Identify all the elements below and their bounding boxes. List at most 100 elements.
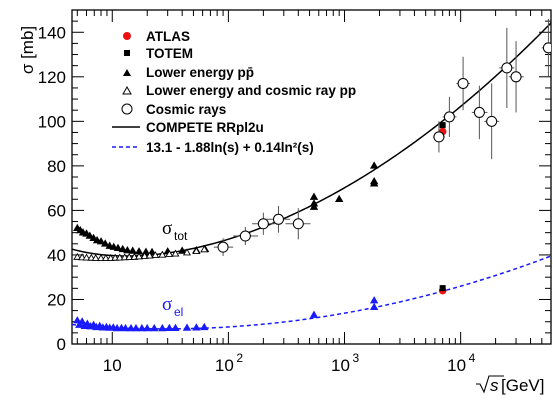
- lower_pp-point: [200, 245, 209, 253]
- x-tick-exponent: 3: [353, 351, 360, 365]
- lower_pp-point: [135, 252, 144, 260]
- totem-point: [439, 122, 446, 129]
- legend-cosmic-marker: [121, 103, 133, 115]
- cosmic-point: [542, 42, 551, 54]
- cosmic-point: [501, 62, 513, 74]
- lower_ppbar-point: [101, 239, 110, 247]
- sigma-el-subscript: el: [174, 305, 183, 319]
- y-tick-label: 60: [47, 201, 66, 220]
- elastic_lower-point: [158, 323, 167, 332]
- lower_ppbar-point: [309, 199, 319, 207]
- elastic_lower-point: [200, 322, 209, 331]
- x-tick-label: 10: [447, 356, 466, 375]
- x-tick-exponent: 4: [469, 351, 476, 365]
- elastic_lower-point: [369, 296, 379, 304]
- lower_ppbar-point: [335, 194, 344, 203]
- sigma-tot-label: σ tot: [162, 218, 188, 243]
- cosmic-point: [433, 131, 445, 143]
- sigma-tot-symbol: σ: [162, 218, 172, 239]
- lower_pp-point: [158, 250, 167, 258]
- lower_ppbar-point: [369, 161, 379, 169]
- plot-frame: [71, 9, 552, 345]
- lower_ppbar-point: [309, 192, 319, 200]
- legend-fit-label: 13.1 - 1.88ln(s) + 0.14ln²(s): [146, 140, 314, 155]
- x-axis-unit: [GeV]: [501, 376, 544, 395]
- cosmic-point: [510, 71, 522, 83]
- elastic_lower-point: [77, 317, 87, 325]
- lower_pp-point: [97, 253, 106, 261]
- totem-point: [439, 285, 446, 292]
- elastic_lower-point: [309, 310, 319, 318]
- lower_pp-point: [101, 253, 110, 261]
- elastic_lower-point: [131, 323, 141, 332]
- cosmic-point: [257, 218, 269, 230]
- x-axis-label: s [GeV]: [476, 375, 544, 395]
- cosmic-point: [272, 213, 284, 225]
- lower_ppbar-point: [89, 233, 98, 242]
- cosmic-point: [239, 230, 251, 242]
- legend-compete-label: COMPETE RRpl2u: [146, 120, 264, 135]
- lower_pp-point: [91, 253, 100, 261]
- axis-ticks: [72, 9, 552, 345]
- elastic_lower-point: [143, 323, 152, 332]
- legend-lower-ppbar-marker: [123, 69, 131, 76]
- legend-lower-pp-marker: [122, 85, 132, 95]
- elastic_lower-point: [126, 323, 136, 332]
- y-tick-label: 100: [38, 112, 66, 131]
- lower_ppbar-point: [113, 243, 123, 252]
- legend-lower-pp-label: Lower energy and cosmic ray pp: [146, 83, 356, 98]
- lower_pp-point: [82, 253, 91, 261]
- cosmic-point: [292, 218, 304, 230]
- lower_pp-point: [171, 249, 180, 257]
- sigma-tot-subscript: tot: [174, 229, 188, 243]
- sqrt-sign: [476, 375, 504, 394]
- y-tick-label: 80: [47, 157, 66, 176]
- lower_pp-point: [182, 248, 191, 256]
- y-tick-label: 120: [38, 68, 66, 87]
- lower_ppbar-point: [177, 246, 187, 254]
- x-tick-label: 10: [103, 356, 122, 375]
- cosmic-point: [457, 77, 469, 89]
- lower_ppbar-point: [141, 247, 151, 255]
- elastic_lower-point: [192, 323, 201, 331]
- cosmic-point: [486, 115, 498, 127]
- lower_pp-point: [192, 247, 201, 255]
- legend-totem-marker: [124, 50, 130, 56]
- elastic-fit-curve: [72, 255, 551, 330]
- lower_ppbar-point: [109, 242, 118, 250]
- sigma-el-symbol: σ: [162, 294, 172, 315]
- lower_ppbar-point: [123, 245, 132, 254]
- x-tick-exponent: 2: [236, 351, 243, 365]
- lower_pp-point: [73, 252, 82, 260]
- lower_pp-point: [145, 251, 154, 259]
- x-axis-variable: s: [490, 376, 499, 395]
- data-markers: [73, 18, 551, 332]
- cosmic-point: [443, 111, 455, 123]
- y-tick-label: 140: [38, 23, 66, 42]
- x-tick-label: 10: [215, 356, 234, 375]
- legend: ATLAS TOTEM Lower energy pp̄ Lower energ…: [112, 29, 356, 155]
- lower_pp-point: [125, 253, 134, 261]
- lower_ppbar-point: [85, 231, 94, 239]
- lower_pp-point: [151, 251, 160, 259]
- lower_pp-point: [140, 251, 149, 259]
- lower_pp-point: [165, 249, 174, 257]
- lower_pp-point: [115, 253, 124, 261]
- legend-totem-label: TOTEM: [146, 46, 193, 61]
- y-axis-label: σ [mb]: [18, 26, 37, 74]
- legend-cosmic-label: Cosmic rays: [146, 102, 226, 117]
- legend-lower-ppbar-label: Lower energy pp̄: [146, 65, 254, 80]
- y-tick-label: 20: [47, 290, 66, 309]
- lower_ppbar-point: [118, 244, 127, 253]
- elastic_lower-point: [165, 323, 174, 331]
- elastic_lower-point: [369, 302, 379, 311]
- elastic_lower-point: [171, 323, 180, 331]
- elastic_lower-point: [137, 323, 147, 332]
- elastic_lower-point: [150, 323, 159, 332]
- elastic_lower-point: [121, 323, 130, 332]
- sigma-el-label: σ el: [162, 294, 183, 319]
- lower_ppbar-point: [96, 237, 106, 245]
- elastic_lower-point: [182, 323, 192, 331]
